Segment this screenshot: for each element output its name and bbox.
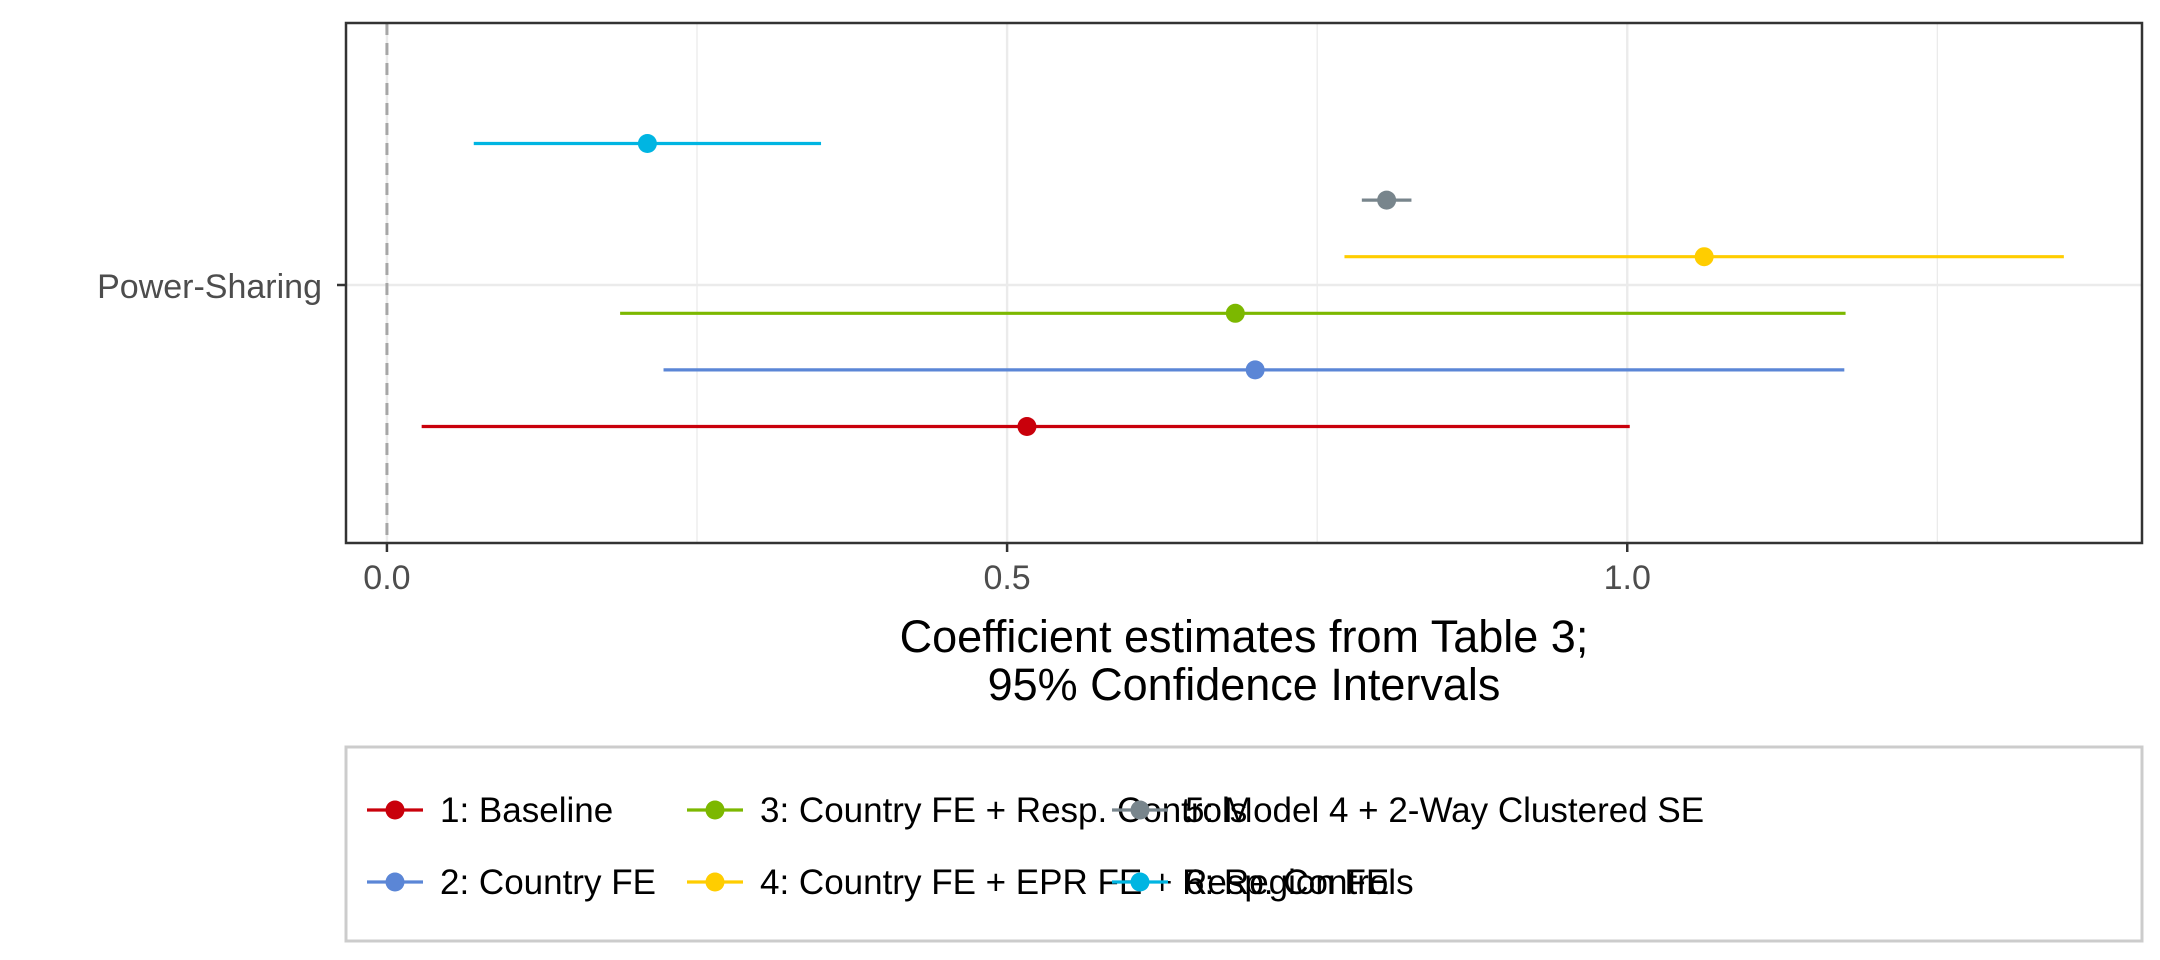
legend-label: 5: Model 4 + 2-Way Clustered SE [1185,791,1704,830]
legend-box [344,745,2144,943]
legend-label: 4: Country FE + EPR FE + Resp. Controls [760,863,1414,902]
point-estimate-2 [1245,360,1265,380]
point-estimate-1 [1017,417,1037,436]
x-axis: 0.0 0.5 1.0 [363,543,1651,597]
legend-item-5: 5: Model 4 + 2-Way Clustered SE [1112,791,1704,830]
legend-item-6: 6: Region FE [1112,863,1389,902]
legend-item-2: 2: Country FE [367,863,656,902]
legend-key-point [1130,800,1150,820]
legend-key-point [385,872,405,892]
x-axis-title-line-2: 95% Confidence Intervals [988,659,1501,710]
x-tick-label: 0.5 [983,559,1030,597]
legend-key-point [705,800,725,820]
legend-key-point [705,872,725,892]
series-5 [1361,190,1412,210]
legend-key-point [1130,872,1150,892]
point-estimate-3 [1225,303,1245,323]
legend-label: 2: Country FE [440,863,656,902]
legend-label: 1: Baseline [440,791,613,830]
y-tick-label-power-sharing: Power-Sharing [97,268,322,306]
point-estimate-4 [1694,247,1714,267]
plot-panel [346,23,2142,543]
x-tick-label: 1.0 [1604,559,1651,597]
legend-item-1: 1: Baseline [367,791,613,830]
legend-label: 3: Country FE + Resp. Controls [760,791,1247,830]
legend-key-point [385,800,405,820]
legend-label: 6: Region FE [1185,863,1389,902]
series-6 [473,134,822,153]
series-1 [421,417,1630,436]
grid-lines [346,23,2142,543]
series-4 [1344,247,2064,267]
series-3 [620,303,1846,323]
legend-item-4: 4: Country FE + EPR FE + Resp. Controls [687,863,1414,902]
series-group [421,134,2064,436]
legend: 1: Baseline 2: Country FE 3: Country FE + … [367,791,1704,902]
x-tick-label: 0.0 [363,559,410,597]
plot-border [344,21,2144,545]
point-estimate-5 [1377,190,1397,210]
series-2 [663,360,1845,380]
x-axis-title-line-1: Coefficient estimates from Table 3; [900,611,1589,662]
point-estimate-6 [637,134,657,153]
